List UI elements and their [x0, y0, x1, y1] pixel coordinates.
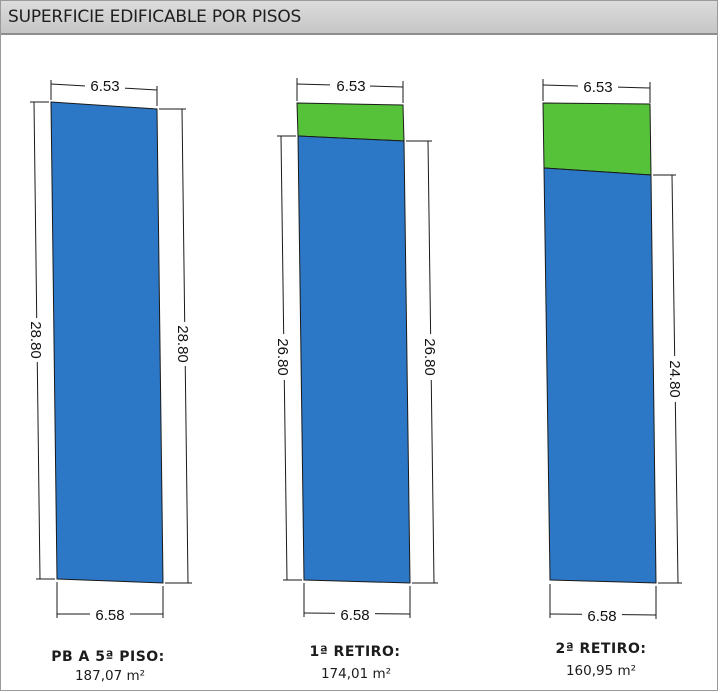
plan-2-left-depth: 26.80: [274, 338, 291, 376]
plan-2-top-width: 6.53: [336, 78, 365, 95]
plan-2-floor: [297, 135, 411, 584]
plan-3-floor: [543, 167, 657, 584]
plan-1-name: PB A 5ª PISO:: [51, 649, 165, 665]
plan-1-bottom-width: 6.58: [95, 607, 124, 624]
plan-2-right-depth: 26.80: [421, 338, 438, 376]
plan-1-area: 187,07 m²: [75, 668, 145, 684]
plan-1-floor: [50, 101, 164, 584]
plan-3-bottom-width: 6.58: [587, 608, 616, 625]
panel-header: SUPERFICIE EDIFICABLE POR PISOS: [1, 1, 717, 35]
plan-2-area: 174,01 m²: [321, 666, 391, 682]
plan-2-name: 1ª RETIRO:: [310, 644, 401, 660]
plan-2-bottom-width: 6.58: [340, 607, 369, 624]
plan-1-retiro: 6.53 6.58 26.80 26.80 1ª RETIRO: 174,01 …: [274, 76, 439, 682]
plan-3-name: 2ª RETIRO:: [556, 641, 647, 657]
plan-2-setback: [296, 102, 405, 142]
plan-3-area: 160,95 m²: [566, 663, 636, 679]
plan-3-right-depth: 24.80: [666, 360, 683, 398]
plan-1-top-width: 6.53: [90, 78, 119, 95]
plan-3-setback: [542, 102, 652, 176]
plan-1-right-depth: 28.80: [174, 325, 191, 363]
plan-pb-5-piso: 6.53 6.58 28.80 28.80 PB A 5ª PISO: 187,…: [27, 76, 193, 684]
plan-3-top-width: 6.53: [583, 79, 612, 96]
plan-2-retiro: 6.53 6.58 24.80 2ª RETIRO: 160,95 m²: [542, 76, 684, 679]
plan-1-left-depth: 28.80: [27, 321, 44, 359]
panel-title: SUPERFICIE EDIFICABLE POR PISOS: [8, 7, 302, 27]
